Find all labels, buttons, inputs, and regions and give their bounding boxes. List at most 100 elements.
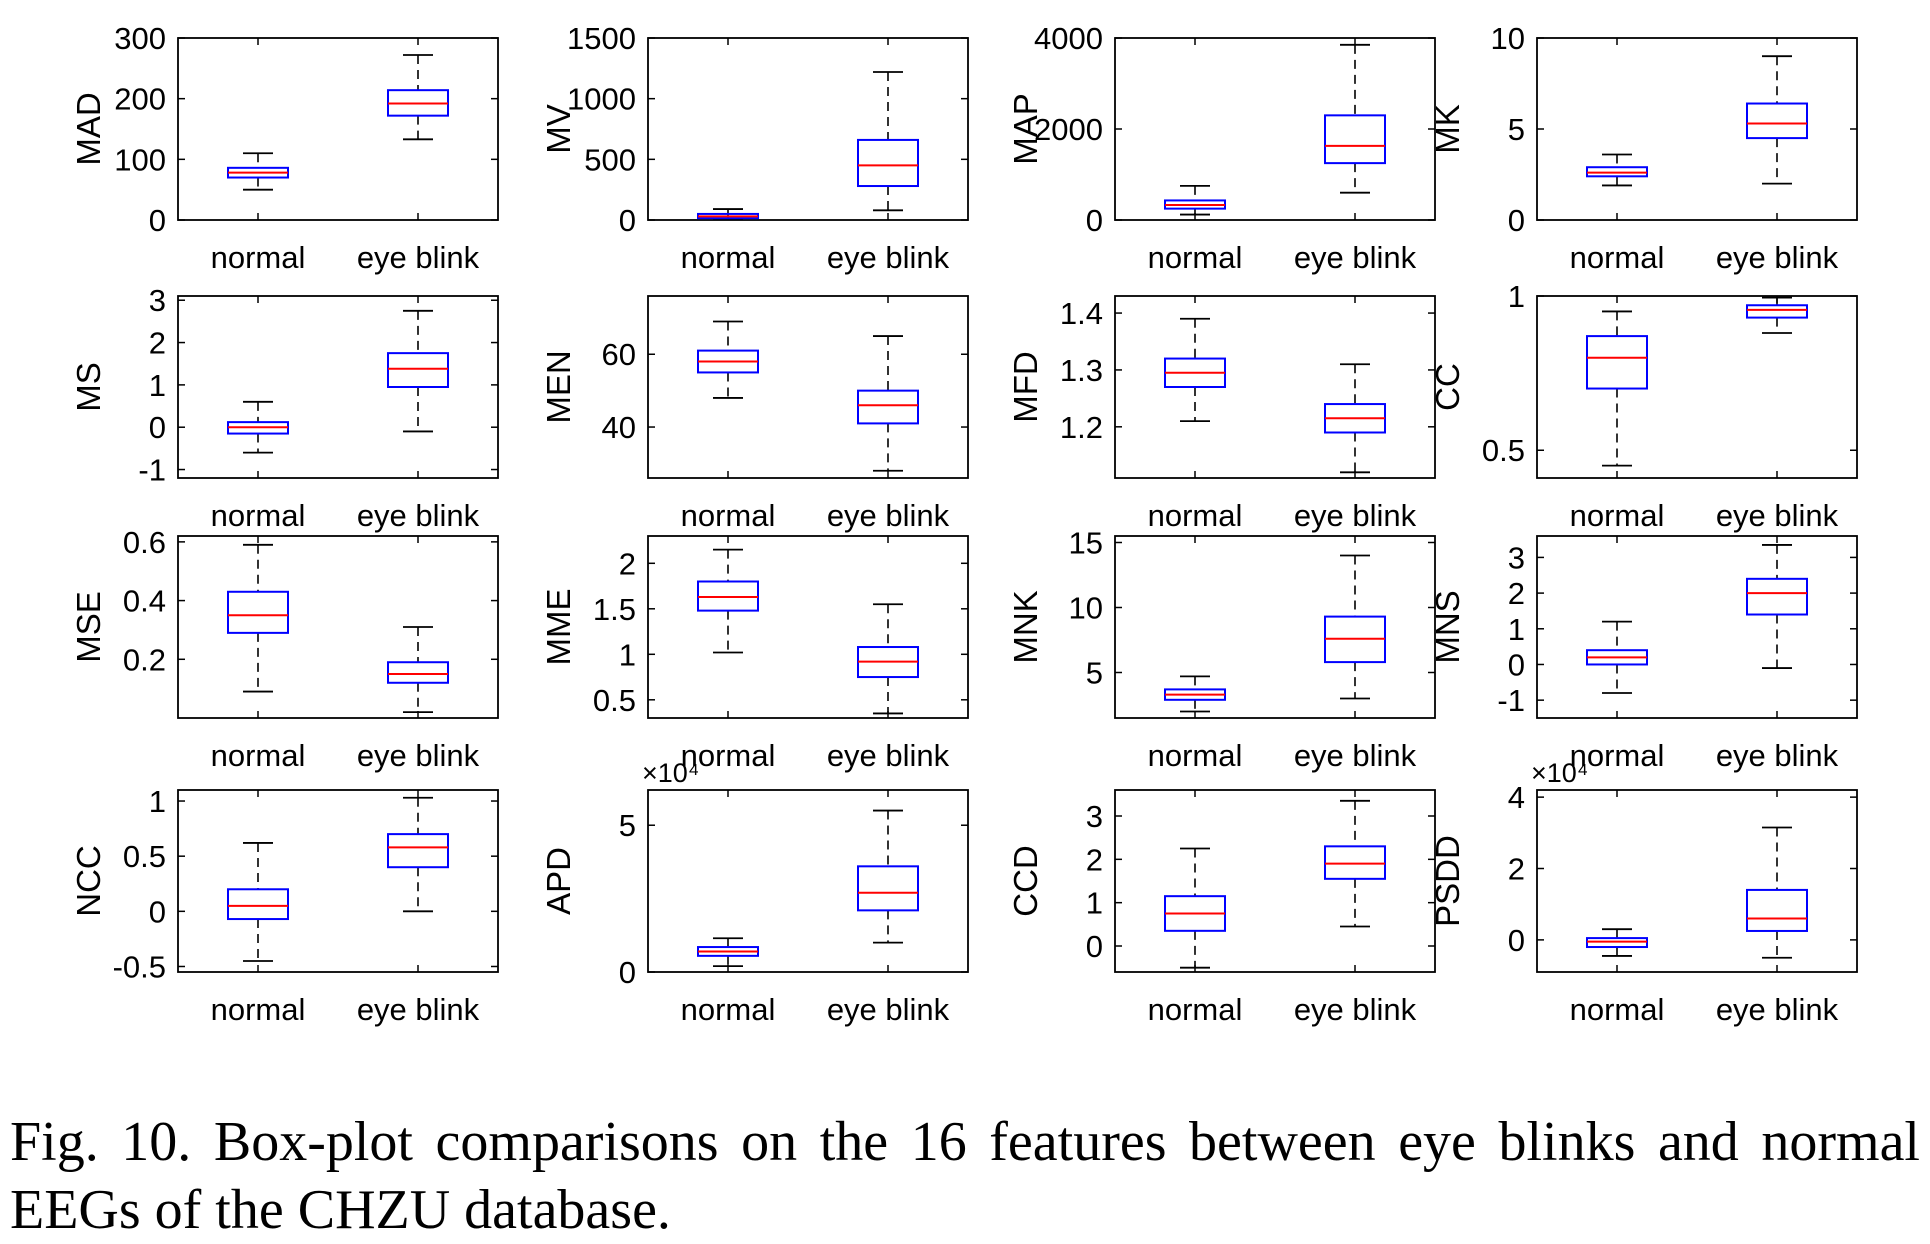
y-tick-label: -1 (1497, 683, 1525, 718)
y-tick-label: 1 (149, 784, 166, 819)
figure-caption: Fig. 10. Box-plot comparisons on the 16 … (10, 1111, 1920, 1241)
y-tick-label: 0 (619, 955, 636, 990)
y-tick-label: 1 (1508, 612, 1525, 647)
boxplot-mme: 0.5 1 1.5 2 normal eye blink MME (540, 535, 969, 773)
axis-multiplier: ×10⁴ (642, 758, 699, 788)
box-eye-blink (1746, 296, 1808, 334)
axes-frame (1114, 295, 1436, 479)
y-tick-label: 1.3 (1060, 353, 1103, 388)
box-normal (1586, 928, 1648, 957)
x-tick-label: normal (1570, 738, 1665, 773)
box-eye-blink (387, 796, 449, 913)
x-tick-label: eye blink (1716, 738, 1839, 773)
y-tick-label: 1 (1086, 886, 1103, 921)
y-tick-label: 3 (1086, 799, 1103, 834)
y-tick-label: 0.6 (123, 525, 166, 560)
iqr-box (857, 138, 919, 188)
y-tick-label: 2 (1508, 852, 1525, 887)
box-normal (1164, 317, 1226, 423)
y-axis-label: MNS (1429, 590, 1466, 663)
box-eye-blink (1746, 544, 1808, 669)
y-tick-label: 2 (619, 546, 636, 581)
x-tick-label: normal (1570, 498, 1665, 533)
y-tick-label: 3 (149, 283, 166, 318)
y-axis-label: PSDD (1429, 835, 1466, 927)
x-tick-label: eye blink (357, 240, 480, 275)
iqr-box (1324, 114, 1386, 165)
y-axis-label: CC (1429, 363, 1466, 411)
box-normal (227, 400, 289, 454)
y-axis-label: CCD (1007, 845, 1044, 917)
x-tick-label: normal (211, 240, 306, 275)
x-tick-label: normal (211, 738, 306, 773)
y-tick-label: 100 (114, 142, 166, 177)
y-tick-label: 5 (1086, 656, 1103, 691)
y-tick-label: 0.5 (1482, 433, 1525, 468)
x-tick-label: normal (1570, 240, 1665, 275)
iqr-box (227, 590, 289, 634)
x-tick-label: normal (1148, 992, 1243, 1027)
y-tick-label: 0 (149, 410, 166, 445)
y-tick-label: 0.4 (123, 584, 166, 619)
y-tick-label: 10 (1069, 591, 1103, 626)
iqr-box (387, 352, 449, 388)
boxplot-cc: 0.5 1 normal eye blink CC (1429, 279, 1858, 533)
y-tick-label: 40 (602, 410, 636, 445)
x-tick-label: normal (211, 992, 306, 1027)
iqr-box (1746, 304, 1808, 319)
boxplot-ms: -1 0 1 2 3 normal eye blink MS (70, 283, 499, 533)
axes-frame (647, 789, 969, 973)
box-normal (1586, 310, 1648, 467)
boxplot-mad: 0 100 200 300 normal eye blink MAD (70, 21, 499, 275)
y-tick-label: 0.2 (123, 642, 166, 677)
y-tick-label: 2 (1508, 576, 1525, 611)
y-tick-label: -1 (138, 453, 166, 488)
box-normal (1164, 184, 1226, 216)
y-axis-label: MAP (1007, 93, 1044, 165)
y-tick-label: 1 (619, 637, 636, 672)
box-normal (227, 842, 289, 962)
iqr-box (857, 865, 919, 912)
axes-frame (177, 37, 499, 221)
y-tick-label: 60 (602, 337, 636, 372)
y-tick-label: 0 (149, 203, 166, 238)
boxplot-mv: 0 500 1000 1500 normal eye blink MV (540, 21, 969, 275)
y-tick-label: 0 (1086, 929, 1103, 964)
boxplot-mfd: 1.2 1.3 1.4 normal eye blink MFD (1007, 295, 1436, 533)
iqr-box (1586, 335, 1648, 390)
box-eye-blink (1746, 55, 1808, 185)
y-tick-label: 3 (1508, 540, 1525, 575)
y-tick-label: 0 (149, 894, 166, 929)
boxplot-ccd: 0 1 2 3 normal eye blink CCD (1007, 789, 1436, 1027)
box-normal (697, 208, 759, 221)
x-tick-label: eye blink (827, 738, 950, 773)
box-eye-blink (857, 603, 919, 715)
boxplot-mnk: 5 10 15 normal eye blink MNK (1007, 526, 1436, 773)
axes-frame (1114, 789, 1436, 973)
boxplot-ncc: -0.5 0 0.5 1 normal eye blink NCC (70, 784, 499, 1027)
axes-frame (177, 789, 499, 973)
x-tick-label: eye blink (1294, 992, 1417, 1027)
y-tick-label: 0 (1086, 203, 1103, 238)
y-axis-label: MFD (1007, 351, 1044, 422)
x-tick-label: eye blink (827, 498, 950, 533)
y-tick-label: 1.4 (1060, 296, 1103, 331)
y-tick-label: 0.5 (593, 683, 636, 718)
iqr-box (1746, 888, 1808, 932)
box-eye-blink (857, 809, 919, 944)
axes-frame (1536, 535, 1858, 719)
x-tick-label: eye blink (1716, 992, 1839, 1027)
y-axis-label: MK (1429, 104, 1466, 154)
axes-frame (647, 535, 969, 719)
box-eye-blink (387, 626, 449, 714)
boxplot-mk: 0 5 10 normal eye blink MK (1429, 21, 1858, 275)
box-normal (1586, 153, 1648, 187)
y-tick-label: 1500 (567, 21, 636, 56)
box-eye-blink (387, 309, 449, 433)
boxplot-men: 40 60 normal eye blink MEN (540, 295, 969, 533)
box-normal (697, 320, 759, 399)
y-tick-label: 5 (1508, 112, 1525, 147)
y-tick-label: 200 (114, 82, 166, 117)
x-tick-label: eye blink (357, 498, 480, 533)
box-eye-blink (1324, 43, 1386, 194)
